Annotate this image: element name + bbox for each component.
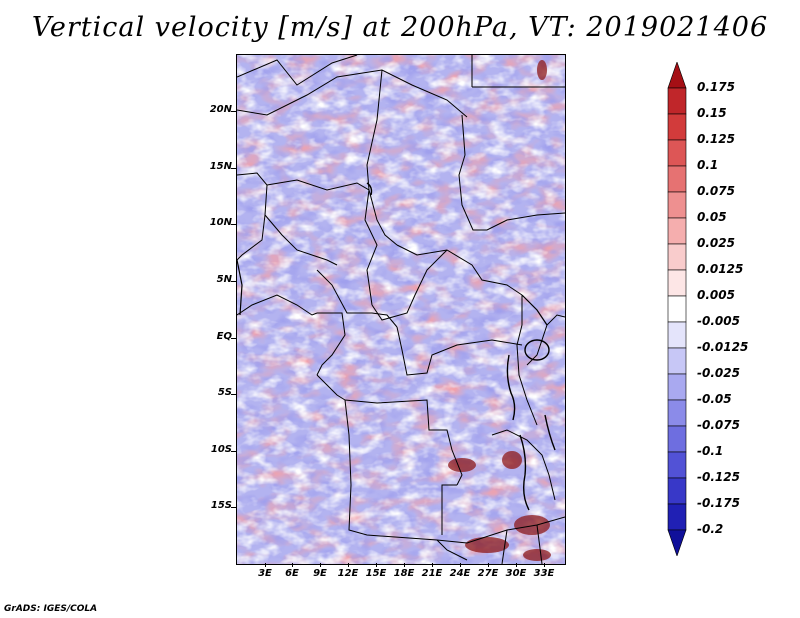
- lat-label-10s: 10S: [210, 444, 232, 455]
- lat-label-20n: 20N: [209, 104, 232, 115]
- colorbar-label: -0.05: [697, 392, 732, 406]
- colorbar-label: -0.005: [697, 314, 740, 328]
- colorbar-label: 0.05: [697, 210, 727, 224]
- colorbar-label: 0.175: [697, 80, 735, 94]
- colorbar-bin: [667, 269, 687, 297]
- lon-label-24e: 24E: [449, 568, 471, 579]
- coastline: [237, 259, 548, 326]
- colorbar-bin: [667, 399, 687, 427]
- lon-tick: [544, 563, 545, 567]
- colorbar-bin: [667, 62, 687, 89]
- country-borders: [237, 55, 565, 564]
- lon-tick: [404, 563, 405, 567]
- colorbar-bin: [667, 529, 687, 556]
- lon-label-30e: 30E: [505, 568, 527, 579]
- lat-label-15n: 15N: [209, 161, 232, 172]
- colorbar-bin: [667, 113, 687, 141]
- lat-label-eq: EQ: [216, 331, 232, 342]
- lon-label-12e: 12E: [337, 568, 359, 579]
- lon-label-33e: 33E: [533, 568, 555, 579]
- colorbar-bin: [667, 165, 687, 193]
- colorbar-bin: [667, 425, 687, 453]
- lakes: [366, 182, 556, 511]
- colorbar-label: 0.15: [697, 106, 727, 120]
- colorbar-label: -0.175: [697, 496, 740, 510]
- lat-label-5s: 5S: [217, 387, 232, 398]
- colorbar-label: -0.0125: [697, 340, 749, 354]
- lon-label-3e: 3E: [258, 568, 272, 579]
- colorbar-label: 0.0125: [697, 262, 744, 276]
- colorbar-label: 0.025: [697, 236, 735, 250]
- colorbar-bin: [667, 217, 687, 245]
- lon-tick: [292, 563, 293, 567]
- lon-label-21e: 21E: [421, 568, 443, 579]
- lon-label-15e: 15E: [365, 568, 387, 579]
- velocity-field: [237, 55, 565, 564]
- lat-label-5n: 5N: [216, 274, 232, 285]
- grads-credit: GrADS: IGES/COLA: [4, 604, 98, 614]
- lon-tick: [460, 563, 461, 567]
- lat-tick: [231, 168, 236, 169]
- colorbar-bin: [667, 295, 687, 323]
- colorbar-bin: [667, 191, 687, 219]
- colorbar-label: -0.1: [697, 444, 724, 458]
- lat-tick: [231, 507, 236, 508]
- colorbar-label: -0.025: [697, 366, 740, 380]
- lat-tick: [231, 338, 236, 339]
- lat-label-10n: 10N: [209, 217, 232, 228]
- lat-tick: [231, 111, 236, 112]
- colorbar-bin: [667, 321, 687, 349]
- colorbar-bin: [667, 451, 687, 479]
- lat-tick: [231, 281, 236, 282]
- lon-label-18e: 18E: [393, 568, 415, 579]
- colorbar-label: 0.1: [697, 158, 719, 172]
- strong-updraft-patches: [448, 60, 551, 561]
- lon-label-9e: 9E: [313, 568, 327, 579]
- color-scale-bar: [667, 62, 687, 556]
- lon-label-27e: 27E: [477, 568, 499, 579]
- colorbar-bin: [667, 243, 687, 271]
- lat-tick: [231, 394, 236, 395]
- lon-tick: [432, 563, 433, 567]
- colorbar-bin: [667, 87, 687, 115]
- colorbar-label: 0.125: [697, 132, 735, 146]
- lon-tick: [516, 563, 517, 567]
- colorbar-label: 0.005: [697, 288, 735, 302]
- lat-tick: [231, 224, 236, 225]
- lon-tick: [348, 563, 349, 567]
- colorbar-label: -0.075: [697, 418, 740, 432]
- lat-label-15s: 15S: [210, 500, 232, 511]
- colorbar-label: 0.075: [697, 184, 735, 198]
- colorbar-bin: [667, 503, 687, 531]
- colorbar-bin: [667, 139, 687, 167]
- colorbar-bin: [667, 373, 687, 401]
- colorbar-label: -0.2: [697, 522, 724, 536]
- colorbar-bin: [667, 347, 687, 375]
- colorbar-bin: [667, 477, 687, 505]
- velocity-map: [236, 54, 566, 565]
- lat-tick: [231, 451, 236, 452]
- colorbar-label: -0.125: [697, 470, 740, 484]
- map-title: Vertical velocity [m/s] at 200hPa, VT: 2…: [31, 12, 769, 43]
- lon-tick: [376, 563, 377, 567]
- lon-tick: [488, 563, 489, 567]
- lon-tick: [265, 563, 266, 567]
- lon-label-6e: 6E: [285, 568, 299, 579]
- lon-tick: [320, 563, 321, 567]
